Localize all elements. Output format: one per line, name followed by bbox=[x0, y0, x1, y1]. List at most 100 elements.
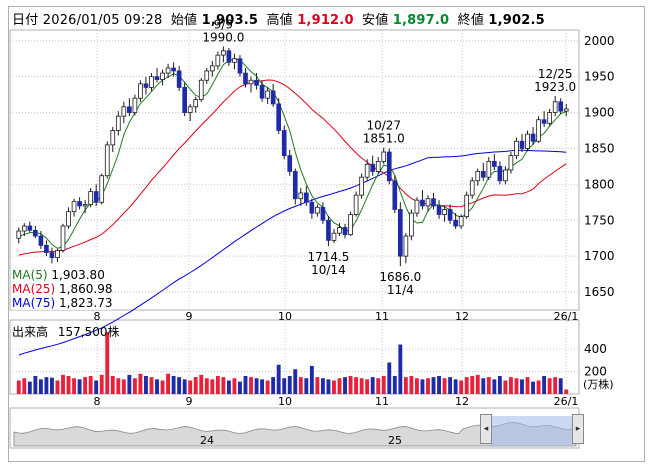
candle bbox=[60, 223, 66, 253]
volume-header: 出来高 157,500株 bbox=[12, 323, 119, 340]
candle-body-down bbox=[171, 67, 176, 72]
annotation-value: 1714.5 bbox=[307, 250, 349, 264]
candle-body-up bbox=[160, 72, 165, 80]
candle-body-down bbox=[420, 199, 425, 207]
candle bbox=[121, 101, 127, 124]
volume-bar bbox=[127, 374, 132, 394]
candle bbox=[38, 231, 44, 249]
candle bbox=[320, 202, 326, 224]
candle-body-up bbox=[425, 198, 431, 207]
volume-bar bbox=[177, 377, 182, 394]
volume-bar bbox=[61, 374, 65, 394]
candle-body-down bbox=[259, 84, 265, 99]
volume-bar bbox=[171, 376, 176, 394]
candle-body-up bbox=[547, 112, 552, 124]
candle bbox=[55, 248, 60, 262]
volume-bar bbox=[514, 378, 519, 394]
volume-bar bbox=[138, 373, 143, 394]
candle-body-up bbox=[99, 175, 105, 203]
volume-unit-label: (万株) bbox=[583, 377, 614, 391]
volume-bar bbox=[365, 379, 370, 394]
candle-body-down bbox=[154, 76, 160, 80]
candle-body-up bbox=[486, 160, 492, 178]
candle-body-up bbox=[209, 65, 215, 72]
volume-bar bbox=[144, 376, 148, 394]
volume-bar bbox=[381, 376, 386, 394]
candle bbox=[552, 96, 558, 117]
candle bbox=[519, 134, 525, 153]
candle-body-down bbox=[237, 58, 243, 74]
candle-body-up bbox=[403, 235, 409, 257]
candle bbox=[453, 213, 458, 229]
grid-lines bbox=[9, 29, 580, 449]
candle-body-up bbox=[331, 232, 337, 241]
price-tick-label: 1900 bbox=[584, 106, 615, 120]
candle-body-up bbox=[364, 163, 370, 178]
candle-body-up bbox=[165, 67, 171, 74]
candle-body-up bbox=[414, 199, 420, 214]
candle bbox=[420, 190, 425, 210]
candle bbox=[364, 159, 370, 181]
candle-body-down bbox=[176, 70, 182, 88]
candle bbox=[209, 60, 215, 77]
open-value: 1,903.5 bbox=[201, 13, 259, 28]
candle-body-up bbox=[60, 225, 66, 251]
volume-bar bbox=[453, 379, 458, 394]
candle bbox=[243, 68, 248, 88]
month-tick-label: 26/1 bbox=[554, 310, 579, 323]
candle-body-down bbox=[287, 155, 293, 172]
candle-body-down bbox=[243, 72, 248, 85]
candle bbox=[254, 73, 259, 90]
volume-bar bbox=[132, 378, 137, 394]
volume-bar bbox=[414, 378, 419, 394]
candle bbox=[82, 200, 88, 214]
volume-label: 出来高 bbox=[12, 325, 49, 339]
candle-body-up bbox=[82, 204, 88, 207]
navigator-selection[interactable] bbox=[490, 416, 574, 446]
candle-body-up bbox=[353, 194, 359, 215]
candle-body-down bbox=[492, 160, 497, 167]
candle-body-down bbox=[309, 201, 315, 214]
candle-body-down bbox=[33, 229, 38, 237]
candle-body-down bbox=[497, 166, 503, 182]
volume-bar bbox=[508, 377, 513, 394]
volume-bar bbox=[287, 376, 292, 394]
volume-bar bbox=[531, 381, 535, 394]
candle bbox=[66, 207, 71, 229]
volume-bar bbox=[403, 377, 408, 394]
volume-bar bbox=[354, 377, 359, 394]
candle bbox=[276, 98, 282, 135]
candle-body-up bbox=[475, 171, 481, 182]
candle bbox=[143, 76, 149, 95]
candle bbox=[530, 126, 536, 145]
volume-bar bbox=[105, 332, 110, 394]
candle-body-down bbox=[292, 171, 298, 200]
candle-body-up bbox=[315, 206, 320, 214]
candle-body-up bbox=[381, 151, 387, 162]
candle bbox=[558, 98, 564, 114]
candle-body-down bbox=[182, 87, 188, 113]
candle bbox=[486, 157, 492, 181]
volume-bar bbox=[558, 378, 563, 394]
candle-body-down bbox=[436, 205, 442, 215]
annotation-date: 12/25 bbox=[538, 67, 573, 81]
month-tick-label: 26/1 bbox=[554, 395, 579, 408]
candle-body-down bbox=[27, 225, 33, 231]
candle bbox=[287, 149, 293, 176]
candle-body-up bbox=[215, 54, 221, 67]
volume-bar bbox=[110, 376, 115, 394]
navigator-left-handle[interactable]: ◂ bbox=[480, 414, 492, 444]
volume-bar bbox=[448, 377, 453, 394]
moving-average-lines bbox=[18, 58, 567, 356]
candle-body-up bbox=[232, 58, 237, 63]
month-tick-label: 8 bbox=[94, 395, 101, 408]
candle-body-up bbox=[66, 211, 71, 227]
navigator-right-handle[interactable]: ▸ bbox=[572, 414, 584, 444]
candle bbox=[508, 152, 514, 174]
volume-bar bbox=[426, 378, 430, 394]
candle bbox=[547, 108, 552, 126]
candle bbox=[337, 223, 342, 237]
candle-body-up bbox=[132, 97, 138, 113]
candle-body-up bbox=[104, 144, 110, 177]
volume-bar bbox=[226, 380, 231, 394]
